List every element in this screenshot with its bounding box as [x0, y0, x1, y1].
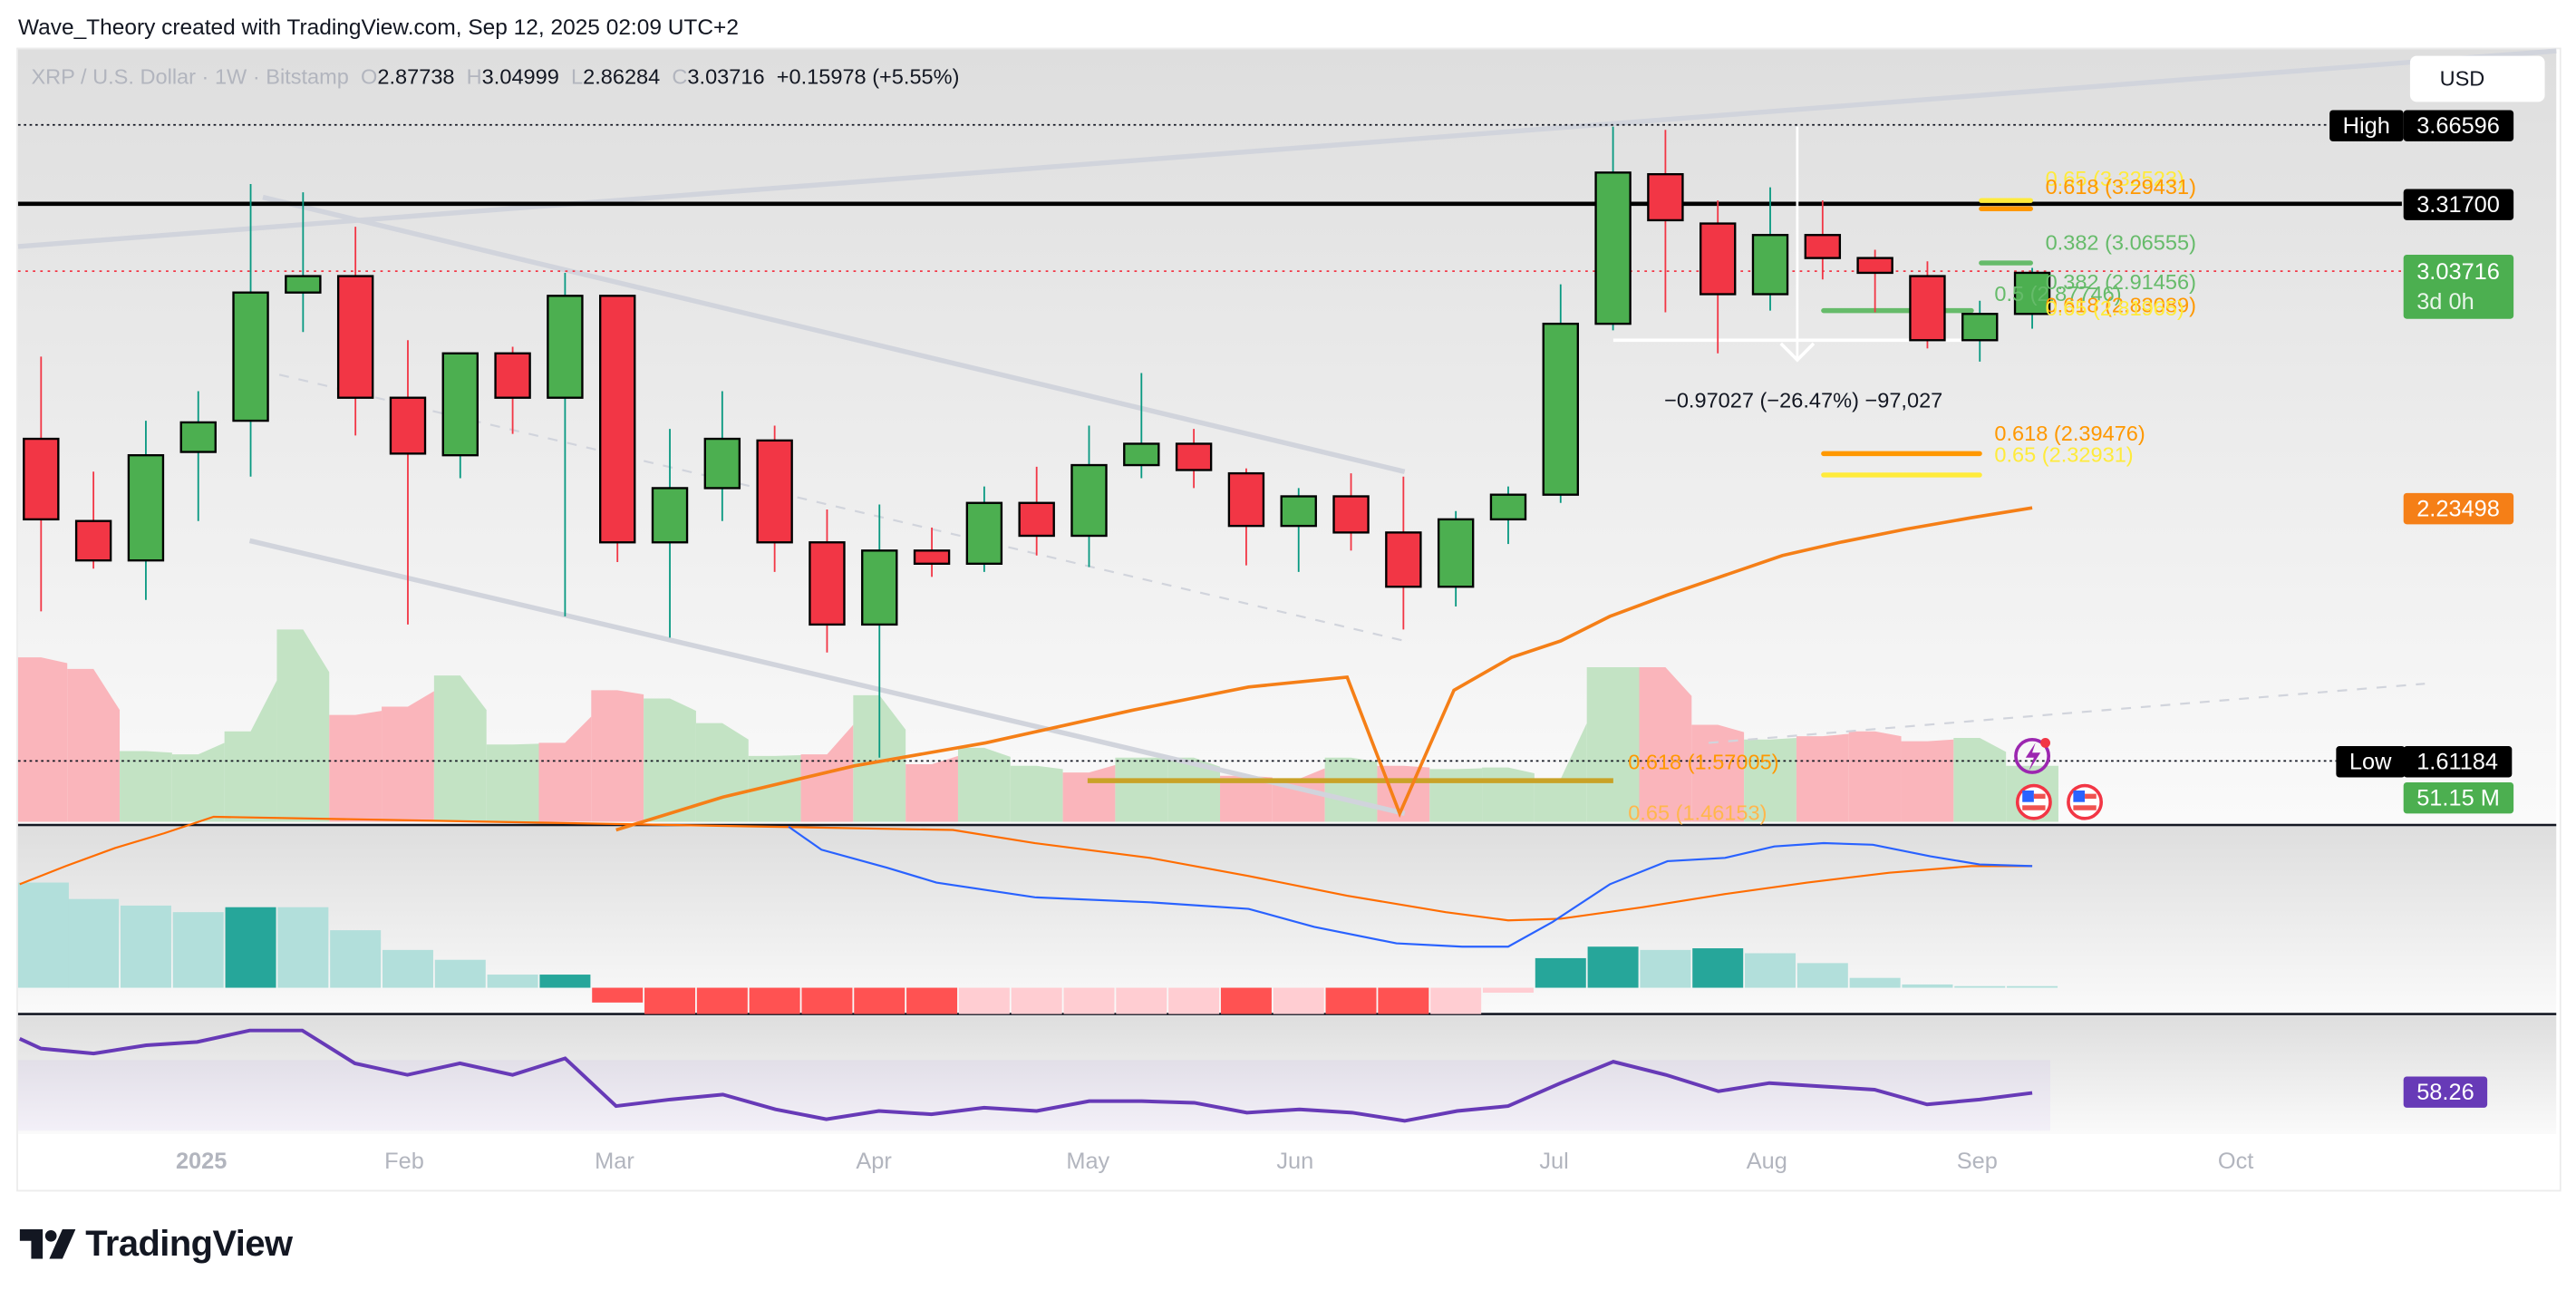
low-label-tag: Low	[2336, 746, 2405, 778]
change-value: +0.15978 (+5.55%)	[776, 63, 960, 89]
fib-level-label: 0.382 (3.06555)	[2045, 229, 2196, 255]
ema-line	[615, 506, 2033, 832]
candle	[2013, 267, 2051, 329]
ema-price-tag: 2.23498	[2403, 492, 2513, 525]
last-price-tag: 3.03716 3d 0h	[2403, 254, 2513, 319]
ohlc-legend: XRP / U.S. Dollar · 1W · Bitstamp O2.877…	[31, 63, 960, 89]
candle	[1437, 510, 1475, 606]
macd-indicator	[17, 815, 2058, 1014]
time-axis-tick: Mar	[595, 1147, 634, 1174]
candle	[1489, 486, 1527, 545]
currency-button[interactable]: USD	[2409, 55, 2545, 102]
candle	[1909, 261, 1946, 349]
candle	[285, 192, 322, 333]
fib-level-label: 0.382 (2.91456)	[2045, 269, 2196, 295]
candle	[965, 486, 1003, 572]
candle	[1699, 200, 1737, 354]
candle	[74, 471, 112, 569]
volume-tag: 51.15 M	[2403, 781, 2513, 814]
fib-level-label: 0.65 (2.81965)	[2045, 296, 2184, 321]
candle	[1070, 425, 1108, 568]
rsi-band	[17, 1060, 2050, 1131]
candle	[1332, 473, 1370, 551]
logo-text: TradingView	[85, 1222, 293, 1265]
candle	[547, 272, 584, 616]
candle	[861, 504, 898, 758]
resistance-level-tag: 3.31700	[2403, 189, 2513, 220]
fib-level-label: 0.65 (3.32523)	[2045, 166, 2184, 191]
time-axis-tick: May	[1066, 1147, 1110, 1174]
fib-level-label: 0.65 (1.46153)	[1628, 800, 1767, 826]
candle	[703, 391, 741, 521]
candle	[1018, 466, 1055, 556]
ai-event-icon[interactable]	[2014, 737, 2050, 774]
candle	[1961, 300, 1999, 362]
candle	[1123, 373, 1160, 479]
candle	[1594, 126, 1632, 331]
credit-line: Wave_Theory created with TradingView.com…	[17, 15, 739, 40]
candle	[441, 352, 479, 479]
us-flag-event-icon-2[interactable]	[2067, 783, 2103, 820]
high-label-tag: High	[2329, 110, 2404, 141]
volume-area	[17, 629, 2058, 822]
tradingview-logo[interactable]: TradingView	[19, 1222, 293, 1266]
low-value: 2.86284	[583, 63, 661, 89]
candle	[599, 295, 636, 563]
close-value: 3.03716	[687, 63, 765, 89]
candle	[913, 527, 951, 577]
fib-level-label: 0.618 (3.29431)	[2045, 174, 2196, 199]
time-axis-tick: Jun	[1276, 1147, 1314, 1174]
fib-level-label: 0.65 (2.32931)	[1994, 441, 2134, 467]
time-axis-tick: 2025	[175, 1147, 228, 1174]
fib-level-label: 0.618 (2.39476)	[1994, 421, 2145, 446]
time-axis-tick: Jul	[1539, 1147, 1569, 1174]
price-range-measure-label: −0.97027 (−26.47%) −97,027	[1664, 387, 1943, 413]
high-value: 3.04999	[481, 63, 559, 89]
candle	[127, 421, 165, 600]
candle	[651, 429, 689, 638]
time-axis-tick: Aug	[1746, 1147, 1787, 1174]
candle	[1175, 429, 1213, 489]
time-axis-tick: Oct	[2217, 1147, 2254, 1174]
symbol-title: XRP / U.S. Dollar · 1W · Bitstamp	[31, 63, 349, 89]
rsi-indicator	[18, 1028, 2033, 1123]
trendline-drawings	[17, 48, 2557, 817]
candle	[336, 227, 374, 436]
candle	[1647, 130, 1684, 313]
high-price-tag: 3.66596	[2403, 110, 2513, 141]
candle	[1227, 468, 1265, 566]
candle	[389, 340, 427, 625]
candle	[494, 346, 531, 434]
candle	[1804, 200, 1842, 280]
time-axis-tick: Sep	[1956, 1147, 1998, 1174]
candle	[756, 425, 793, 572]
candlestick-series	[23, 126, 2051, 758]
tradingview-logo-icon	[19, 1229, 76, 1259]
time-axis-tick: Apr	[856, 1147, 892, 1174]
fib-level-label: 0.618 (2.83089)	[2045, 292, 2196, 317]
us-flag-event-icon[interactable]	[2015, 783, 2052, 820]
open-value: 2.87738	[377, 63, 455, 89]
candle	[1856, 249, 1893, 313]
candle	[179, 391, 217, 521]
time-axis-tick: Feb	[384, 1147, 424, 1174]
low-price-tag: 1.61184	[2403, 746, 2512, 778]
candle	[1385, 476, 1422, 630]
candle	[1542, 284, 1579, 503]
candle	[1280, 488, 1317, 572]
fib-level-label: 0.618 (1.57005)	[1628, 749, 1779, 774]
candle	[809, 509, 846, 653]
candle	[232, 184, 269, 477]
fib-level-label: 0.5 (2.87746)	[1994, 281, 2122, 306]
candle	[23, 356, 60, 612]
candle	[1751, 187, 1789, 311]
rsi-value-tag: 58.26	[2403, 1076, 2488, 1108]
